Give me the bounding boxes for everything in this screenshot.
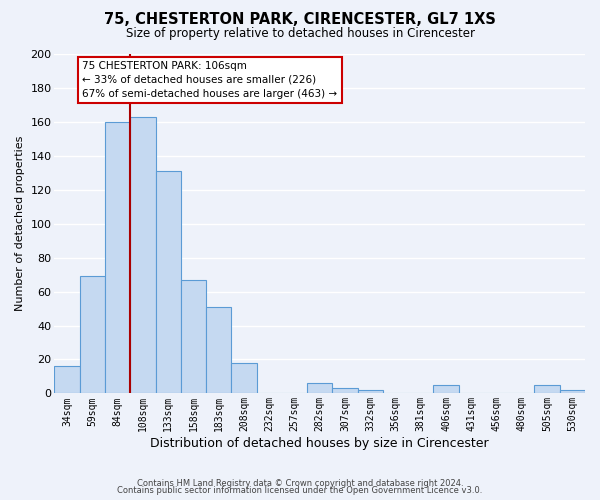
Bar — [130, 117, 155, 394]
Text: 75, CHESTERTON PARK, CIRENCESTER, GL7 1XS: 75, CHESTERTON PARK, CIRENCESTER, GL7 1X… — [104, 12, 496, 28]
Bar — [80, 276, 105, 394]
Bar — [181, 280, 206, 394]
Bar — [55, 366, 80, 394]
Bar — [535, 385, 560, 394]
Bar — [232, 363, 257, 394]
Bar — [358, 390, 383, 394]
Bar — [433, 385, 458, 394]
Bar — [307, 383, 332, 394]
Bar — [206, 307, 232, 394]
Bar — [332, 388, 358, 394]
Bar — [105, 122, 130, 394]
X-axis label: Distribution of detached houses by size in Cirencester: Distribution of detached houses by size … — [151, 437, 489, 450]
Y-axis label: Number of detached properties: Number of detached properties — [15, 136, 25, 312]
Text: Contains HM Land Registry data © Crown copyright and database right 2024.: Contains HM Land Registry data © Crown c… — [137, 478, 463, 488]
Text: 75 CHESTERTON PARK: 106sqm
← 33% of detached houses are smaller (226)
67% of sem: 75 CHESTERTON PARK: 106sqm ← 33% of deta… — [82, 61, 337, 99]
Bar — [560, 390, 585, 394]
Text: Contains public sector information licensed under the Open Government Licence v3: Contains public sector information licen… — [118, 486, 482, 495]
Bar — [155, 171, 181, 394]
Text: Size of property relative to detached houses in Cirencester: Size of property relative to detached ho… — [125, 28, 475, 40]
